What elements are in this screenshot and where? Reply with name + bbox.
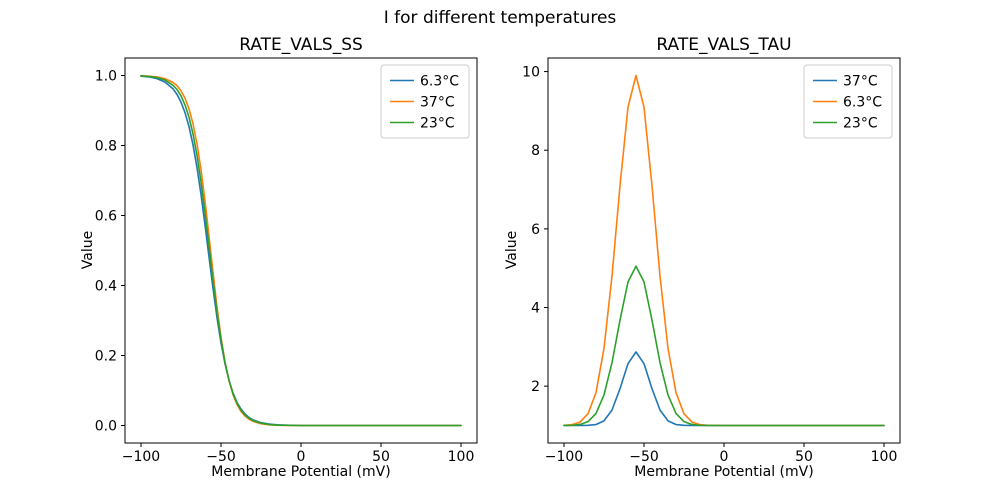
y-tick-label: 6 — [531, 222, 540, 238]
subplot-tau-xlabel: Membrane Potential (mV) — [634, 464, 814, 480]
subplot-ss-xlabel: Membrane Potential (mV) — [211, 464, 391, 480]
legend-label: 37°C — [420, 95, 455, 111]
y-tick-label: 0.8 — [95, 139, 117, 155]
series-line-23°C — [140, 75, 462, 427]
x-tick-label: 50 — [795, 449, 813, 465]
x-tick-label: 100 — [871, 449, 898, 465]
x-tick-label: 0 — [297, 449, 306, 465]
x-tick-label: 100 — [448, 449, 475, 465]
subplot-tau-title: RATE_VALS_TAU — [656, 35, 792, 55]
legend-label: 37°C — [843, 74, 878, 90]
legend-label: 6.3°C — [420, 74, 459, 90]
series-line-23°C — [563, 265, 885, 427]
figure-suptitle: I for different temperatures — [383, 8, 617, 28]
y-tick-label: 0.2 — [95, 349, 117, 365]
x-tick-label: 0 — [720, 449, 729, 465]
y-tick-label: 0.6 — [95, 209, 117, 225]
subplot-ss-title: RATE_VALS_SS — [239, 35, 363, 55]
y-tick-label: 4 — [531, 301, 540, 317]
x-tick-label: 50 — [372, 449, 390, 465]
y-tick-label: 0.0 — [95, 419, 117, 435]
x-tick-label: −50 — [629, 449, 659, 465]
legend-label: 23°C — [843, 116, 878, 132]
x-tick-label: −100 — [122, 449, 160, 465]
legend-label: 23°C — [420, 116, 455, 132]
legend-box — [803, 64, 893, 139]
y-tick-label: 8 — [531, 143, 540, 159]
legend-label: 6.3°C — [843, 95, 882, 111]
legend-box — [380, 64, 470, 139]
y-tick-label: 2 — [531, 379, 540, 395]
y-tick-label: 10 — [522, 65, 540, 81]
y-tick-label: 1.0 — [95, 69, 117, 85]
axes-spines — [547, 57, 901, 444]
x-tick-label: −50 — [206, 449, 236, 465]
y-tick-label: 0.4 — [95, 279, 117, 295]
axes-spines — [124, 57, 478, 444]
x-tick-label: −100 — [545, 449, 583, 465]
